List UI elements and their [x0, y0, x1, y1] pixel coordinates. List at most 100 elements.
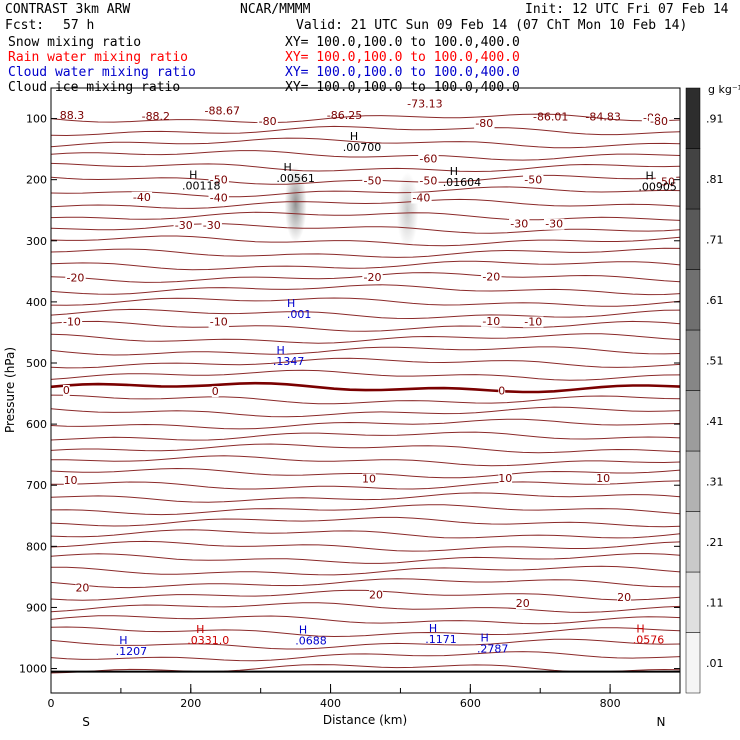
temperature-label-bg: [211, 386, 219, 398]
isotherm-line: [50, 443, 681, 454]
y-tick-label: 1000: [19, 663, 47, 676]
temperature-label-bg: [208, 174, 229, 186]
temperature-label: -30: [510, 218, 528, 231]
colorbar-segment: [685, 148, 701, 210]
temperature-label-bg: [411, 192, 432, 204]
high-marker: H: [189, 168, 197, 181]
isotherm-line: [50, 394, 681, 405]
legend-cloud-water-xy: XY= 100.0,100.0 to 100.0,400.0: [285, 65, 520, 80]
temperature-label-bg: [62, 384, 70, 396]
temperature-label-bg: [362, 175, 383, 187]
isotherm-line: [50, 492, 681, 503]
temperature-label-bg: [617, 592, 631, 604]
temperature-label: -50: [524, 174, 542, 187]
x-tick-label: 600: [460, 697, 481, 710]
temperature-label-bg: [596, 472, 610, 484]
colorbar-segment: [685, 632, 701, 694]
temperature-label: -80: [650, 115, 668, 128]
isotherm-line: [50, 638, 681, 650]
colorbar-segment: [685, 571, 701, 633]
temperature-label-bg: [655, 176, 677, 188]
temperature-label: -20: [482, 270, 500, 283]
y-tick-label: 700: [26, 479, 47, 492]
high-marker: H: [450, 165, 458, 178]
temperature-label-bg: [418, 175, 439, 187]
max-value-label: .1207: [116, 645, 148, 658]
x-tick-label: 200: [180, 697, 201, 710]
temperature-label-bg: [362, 473, 376, 485]
colorbar-tick-label: .71: [706, 233, 724, 246]
low-value-label: -84.83: [585, 110, 620, 123]
colorbar: .01 .11 .21 .31 .41 .51 .61 .71 .81 .91: [685, 87, 724, 694]
x-axis-title: Distance (km): [323, 713, 407, 727]
max-value-label: .1347: [273, 355, 305, 368]
colorbar-tick-label: .21: [706, 536, 724, 549]
isotherm-line: [50, 198, 681, 209]
temperature-label-bg: [75, 582, 90, 594]
y-tick-label: 800: [26, 540, 47, 553]
temperature-label: 10: [498, 472, 512, 485]
colorbar-tick-label: .11: [706, 596, 724, 609]
legend-rain-xy: XY= 100.0,100.0 to 100.0,400.0: [285, 50, 520, 65]
legend-rain: Rain water mixing ratio: [8, 50, 189, 65]
temperature-label-bg: [523, 316, 544, 328]
temperature-label-bg: [474, 117, 495, 129]
legend-snow-xy: XY= 100.0,100.0 to 100.0,400.0: [285, 35, 520, 50]
temperature-label: -50: [657, 176, 675, 189]
init-time: Init: 12 UTC Fri 07 Feb 14: [525, 2, 729, 17]
temperature-label: 10: [362, 473, 376, 486]
temperature-label: -40: [412, 191, 430, 204]
y-tick-label: 400: [26, 296, 47, 309]
high-marker: H: [645, 170, 653, 183]
isotherm-line: [50, 211, 681, 221]
isotherm-line: [50, 589, 681, 601]
y-tick-label: 600: [26, 418, 47, 431]
high-marker: H: [299, 624, 307, 637]
temperature-label-bg: [515, 598, 530, 610]
isotherm-line: [50, 651, 681, 662]
temperature-label: -30: [175, 219, 193, 232]
isotherm-line: [50, 467, 681, 479]
temperature-label-bg: [208, 192, 229, 204]
isotherm-line: [50, 308, 681, 320]
high-marker: H: [429, 622, 437, 635]
temperature-label-bg: [61, 316, 83, 328]
temperature-label-bg: [498, 472, 513, 484]
temperature-label: -10: [63, 316, 81, 329]
temperature-label: -80: [259, 115, 277, 128]
isotherm-line: [50, 615, 681, 625]
temperature-label: 0: [212, 385, 219, 398]
isotherm-line: [50, 125, 681, 137]
isotherm-line: [50, 150, 681, 161]
isotherm-line: [50, 357, 681, 369]
temperature-label: 20: [617, 591, 631, 604]
isotherm-line: [50, 247, 681, 258]
temperature-label: -10: [482, 315, 500, 328]
cloud-ice-blob-0: [284, 166, 307, 243]
x-tick-label: 0: [48, 697, 55, 710]
temperature-label-bg: [523, 174, 544, 186]
colorbar-segment: [685, 208, 701, 270]
south-label: S: [82, 715, 90, 729]
high-marker: H: [119, 634, 127, 647]
colorbar-segment: [685, 511, 701, 573]
isotherm-line: [50, 223, 681, 234]
high-marker: H: [350, 130, 358, 143]
temperature-label-bg: [173, 219, 194, 231]
cloud-ice-shading: [284, 166, 419, 249]
low-value-label: -86.01: [533, 110, 568, 123]
isotherm-line: [50, 565, 681, 576]
colorbar-tick-label: .41: [706, 415, 724, 428]
colorbar-segment: [685, 87, 701, 149]
temperature-label: -60: [419, 152, 437, 165]
temperature-label: -20: [66, 272, 84, 285]
temperature-label: -80: [475, 117, 493, 130]
y-tick-label: 300: [26, 235, 47, 248]
high-marker: H: [196, 623, 204, 636]
max-value-label: .00700: [343, 141, 382, 154]
isotherm-line: [50, 626, 681, 638]
temperature-label-bg: [208, 316, 229, 328]
low-value-label: -88.67: [204, 104, 239, 117]
